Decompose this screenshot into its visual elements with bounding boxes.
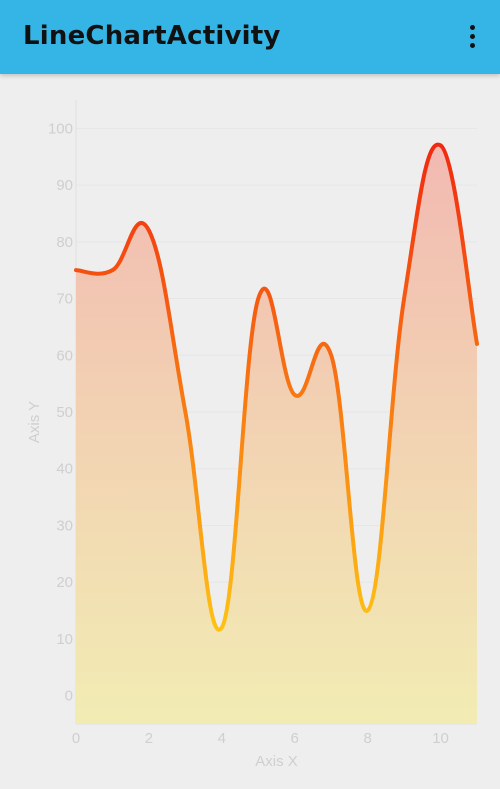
chart-container: 0 10 20 30 40 50 60 70 80 90 100 0 2 4 6 8 10 Axis X Axis … [0, 74, 500, 789]
x-tick-label: 4 [218, 730, 226, 747]
x-tick-label: 6 [291, 730, 299, 747]
y-tick-label: 100 [48, 120, 73, 137]
x-tick-label: 0 [72, 730, 80, 747]
y-tick-label: 20 [56, 574, 73, 591]
y-axis-title: Axis Y [26, 401, 43, 443]
line-chart[interactable]: 0 10 20 30 40 50 60 70 80 90 100 0 2 4 6 8 10 Axis X Axis … [0, 74, 500, 789]
y-tick-label: 60 [56, 347, 73, 364]
app-bar: LineChartActivity [0, 0, 500, 74]
x-axis-title: Axis X [255, 753, 298, 770]
y-tick-label: 10 [56, 631, 73, 648]
y-tick-label: 90 [56, 177, 73, 194]
y-tick-label: 30 [56, 517, 73, 534]
series-area [76, 144, 477, 724]
y-tick-label: 50 [56, 404, 73, 421]
y-tick-label: 70 [56, 291, 73, 308]
x-tick-label: 2 [145, 730, 153, 747]
y-tick-label: 80 [56, 234, 73, 251]
x-tick-label: 10 [432, 730, 449, 747]
app-title: LineChartActivity [23, 21, 281, 51]
y-tick-label: 40 [56, 461, 73, 478]
y-tick-label: 0 [65, 688, 73, 705]
more-vert-icon[interactable] [462, 22, 482, 52]
series-line [74, 142, 479, 632]
x-tick-label: 8 [363, 730, 371, 747]
